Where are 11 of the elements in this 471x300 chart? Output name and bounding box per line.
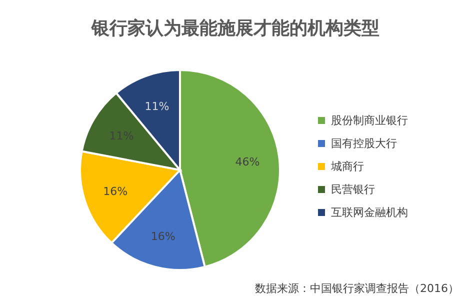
legend-label: 民营银行: [331, 183, 375, 196]
legend-label: 股份制商业银行: [331, 114, 408, 127]
data-label: 46%: [235, 155, 260, 168]
data-label: 11%: [144, 100, 170, 114]
source-note: 数据来源：中国银行家调查报告（2016）: [255, 282, 459, 295]
data-label: 16%: [103, 185, 128, 198]
legend-label: 城商行: [330, 160, 364, 173]
legend-label: 互联网金融机构: [331, 206, 408, 219]
data-label: 16%: [150, 230, 176, 243]
legend-label: 国有控股大行: [331, 137, 397, 150]
chart-title: 银行家认为最能施展才能的机构类型: [90, 18, 380, 39]
